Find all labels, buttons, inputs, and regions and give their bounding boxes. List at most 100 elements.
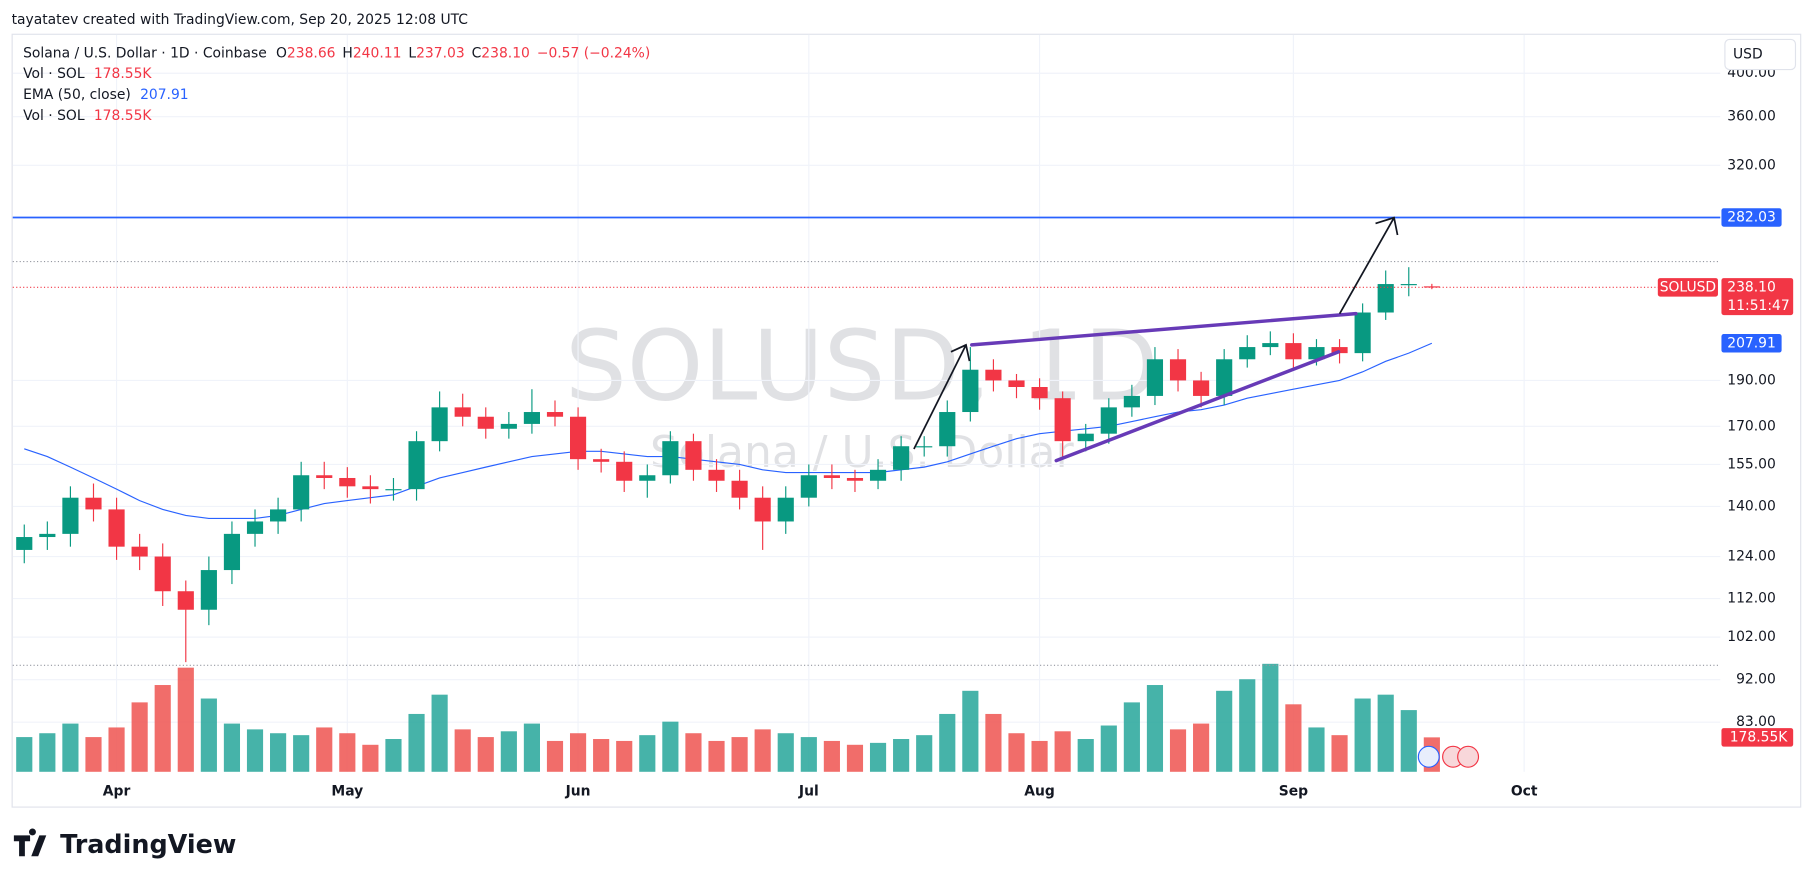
- candle-body: [85, 497, 102, 510]
- volume-bar: [916, 735, 933, 772]
- brand-logo: [13, 828, 47, 857]
- volume-bar: [1216, 690, 1233, 772]
- candle-body: [916, 446, 933, 448]
- candle-body: [1262, 343, 1279, 348]
- volume-badge-label: 178.55K: [1730, 729, 1789, 745]
- candle-body: [962, 369, 979, 413]
- volume-bar: [1123, 702, 1140, 772]
- indicator-value: 178.55K: [94, 66, 153, 82]
- candle-body: [731, 480, 748, 498]
- y-tick-label: 170.00: [1727, 418, 1776, 434]
- ema-badge: [1721, 334, 1782, 353]
- candle-body: [846, 477, 864, 481]
- candle-body: [16, 537, 33, 550]
- volume-bar: [108, 727, 125, 772]
- indicator-legend: Vol · SOL 178.55K: [23, 66, 152, 82]
- volume-bar: [246, 729, 264, 772]
- ohlc-value: 238.10: [481, 45, 530, 61]
- candle-body: [1400, 284, 1417, 286]
- volume-layer: [16, 663, 1440, 772]
- candle-body: [546, 412, 564, 417]
- candle-body: [1377, 284, 1394, 313]
- volume-bar: [893, 739, 910, 772]
- y-tick-label: 320.00: [1727, 157, 1776, 173]
- event-icon: [1417, 745, 1440, 768]
- candle-body: [754, 497, 771, 522]
- y-tick-label: 140.00: [1727, 498, 1776, 514]
- currency[interactable]: USD: [1733, 47, 1763, 63]
- last-price-badge: [1721, 278, 1794, 316]
- volume-bar: [754, 729, 771, 772]
- credit: tayatatev created with TradingView.com, …: [12, 12, 468, 28]
- volume-bar: [708, 740, 725, 772]
- x-tick-label: Aug: [1024, 783, 1055, 799]
- candle-body: [246, 521, 264, 534]
- y-tick-label: 360.00: [1727, 109, 1776, 125]
- ohlc-key: C: [472, 45, 482, 61]
- x-tick-label: Jun: [565, 783, 591, 799]
- volume-bar: [200, 698, 217, 772]
- symbol-legend: Solana / U.S. Dollar · 1D · Coinbase O238…: [23, 45, 650, 61]
- volume-bar: [177, 667, 194, 772]
- volume-bar: [1377, 694, 1394, 772]
- price-layer: [12, 216, 1721, 663]
- volume-bar: [500, 731, 517, 772]
- indicator-name: Vol · SOL: [23, 66, 85, 82]
- volume-bar: [523, 723, 540, 772]
- candle-body: [523, 412, 540, 424]
- currency-button[interactable]: [1724, 38, 1797, 71]
- indicator-name: EMA (50, close): [23, 87, 131, 103]
- volume-bar: [800, 737, 817, 772]
- candle-body: [1423, 286, 1440, 288]
- volume-bar: [316, 727, 333, 772]
- candle-body: [293, 475, 310, 510]
- event-icons: [1417, 745, 1480, 768]
- candle-body: [316, 475, 333, 478]
- y-tick-label: 92.00: [1736, 672, 1776, 688]
- level-badge: [1721, 208, 1782, 227]
- volume-bar: [1077, 739, 1094, 772]
- candle-body: [454, 407, 471, 417]
- ohlc-key: L: [408, 45, 416, 61]
- volume-bar: [223, 723, 241, 772]
- volume-bar: [1400, 710, 1417, 772]
- candle-body: [1008, 380, 1025, 388]
- volume-bar: [869, 742, 887, 772]
- indicator-name: Vol · SOL: [23, 108, 85, 124]
- symbol-label: SOLUSD: [1660, 279, 1716, 295]
- volume-bar: [154, 685, 171, 772]
- y-tick-label: 155.00: [1727, 456, 1776, 472]
- y-tick-label: 124.00: [1727, 549, 1776, 565]
- candle-body: [616, 461, 633, 481]
- y-tick-label: 83.00: [1736, 714, 1776, 730]
- countdown: 11:51:47: [1727, 298, 1789, 314]
- volume-bar: [39, 733, 56, 772]
- arrow: [1338, 216, 1399, 315]
- volume-bar: [823, 740, 840, 772]
- candle-body: [1308, 347, 1325, 360]
- candle-body: [569, 416, 587, 460]
- candle-body: [270, 509, 287, 522]
- y-tick-label: 190.00: [1727, 372, 1776, 388]
- symbol: Solana / U.S. Dollar · 1D · Coinbase: [23, 45, 267, 61]
- volume-bar: [16, 737, 33, 772]
- volume-bar: [293, 735, 310, 772]
- candle-body: [1031, 387, 1048, 399]
- indicator-legend: EMA (50, close) 207.91: [23, 87, 189, 103]
- y-tick-label: 112.00: [1727, 591, 1776, 607]
- candle-body: [385, 489, 402, 491]
- candle-body: [1123, 395, 1140, 408]
- candle-body: [893, 446, 910, 470]
- volume-bar: [546, 740, 564, 772]
- volume-bar: [731, 737, 748, 772]
- last-price-label: 238.10: [1727, 279, 1776, 295]
- candle-body: [1216, 359, 1233, 396]
- x-tick-label: May: [331, 783, 363, 799]
- candle-body: [869, 469, 887, 481]
- volume-bar: [1031, 740, 1048, 772]
- symbol-badge: [1657, 278, 1718, 297]
- volume-bar: [1008, 733, 1025, 772]
- ohlc-key: H: [342, 45, 352, 61]
- indicator-value: 207.91: [140, 87, 189, 103]
